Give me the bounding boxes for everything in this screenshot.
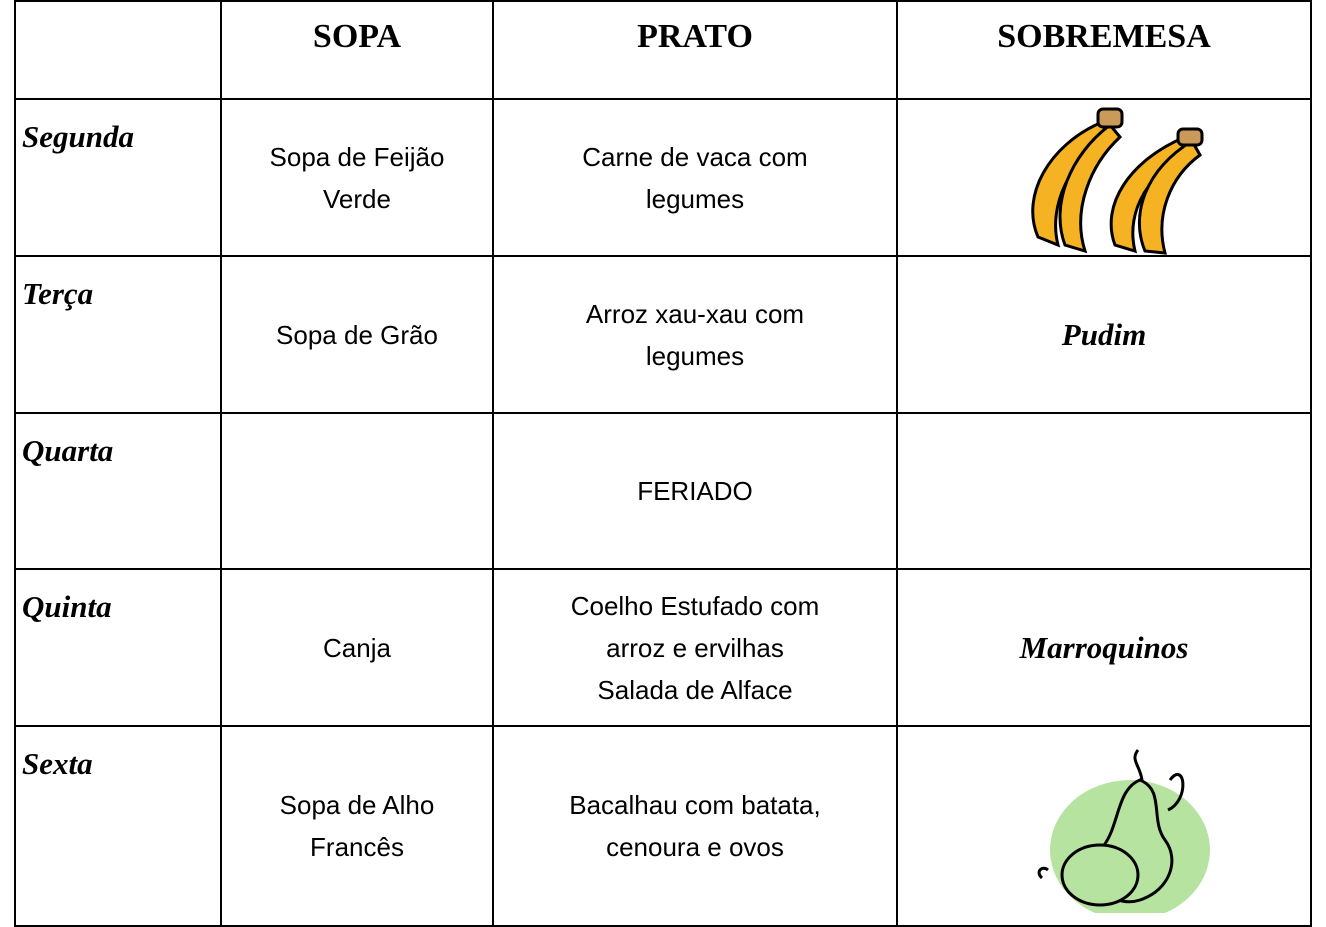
soup-cell: Sopa de Grão [220, 255, 494, 414]
cell-line: Sopa de Alho [279, 790, 435, 820]
header-cell: SOPA [220, 0, 494, 100]
day-cell: Segunda [14, 98, 222, 257]
cell-line: Coelho Estufado com [570, 590, 820, 621]
cell-line: arroz e ervilhas [606, 632, 784, 663]
pear-illustration [1037, 749, 1210, 913]
cell-line: cenoura e ovos [606, 832, 784, 862]
header-row: SOPA PRATO SOBREMESA [14, 0, 1312, 100]
day-cell: Sexta [14, 725, 222, 927]
main-cell: Arroz xau-xau com legumes [492, 255, 898, 414]
cell-line: Arroz xau-xau com [585, 298, 805, 329]
cell-line: Francês [310, 832, 404, 862]
cell-line: legumes [645, 183, 745, 214]
main-cell: Coelho Estufado com arroz e ervilhas Salad… [492, 568, 898, 727]
cell-line: Carne de vaca com [582, 141, 808, 172]
main-cell: Carne de vaca com legumes [492, 98, 898, 257]
day-row: Sexta Sopa de Alho Francês Bacalhau com bat… [14, 725, 1312, 927]
corner-cell [14, 0, 222, 100]
cell-line: Salada de Alface [597, 674, 793, 705]
header-cell: SOBREMESA [896, 0, 1312, 100]
day-row: Segunda Sopa de Feijão Verde Carne de vaca … [14, 98, 1312, 257]
cell-line: Bacalhau com batata, [569, 790, 821, 820]
soup-cell: Sopa de Feijão Verde [220, 98, 494, 257]
cell-line: legumes [645, 340, 745, 371]
cell-line: Sopa de Feijão [269, 141, 445, 172]
dessert-cell: Marroquinos [896, 568, 1312, 727]
main-cell: Bacalhau com batata, cenoura e ovos [492, 725, 898, 927]
soup-cell [220, 412, 494, 570]
soup-cell: Canja [220, 568, 494, 727]
day-cell: Terça [14, 255, 222, 414]
header-cell: PRATO [492, 0, 898, 100]
cell-line: FERIADO [637, 476, 753, 506]
day-row: Quinta Canja Coelho Estufado com arroz e er… [14, 568, 1312, 727]
day-row: Terça Sopa de Grão Arroz xau-xau com legume… [14, 255, 1312, 414]
banana-illustration [1031, 107, 1204, 255]
cell-line: Verde [323, 183, 391, 214]
main-cell: FERIADO [492, 412, 898, 570]
cell-line: Sopa de Grão [276, 319, 438, 350]
cell-line: Canja [323, 632, 391, 663]
day-cell: Quarta [14, 412, 222, 570]
soup-cell: Sopa de Alho Francês [220, 725, 494, 927]
dessert-cell [896, 412, 1312, 570]
day-row: Quarta FERIADO [14, 412, 1312, 570]
dessert-cell: Pudim [896, 255, 1312, 414]
menu-table: SOPA PRATO SOBREMESA Segunda Sopa de Feijão V… [14, 0, 1312, 927]
day-cell: Quinta [14, 568, 222, 727]
